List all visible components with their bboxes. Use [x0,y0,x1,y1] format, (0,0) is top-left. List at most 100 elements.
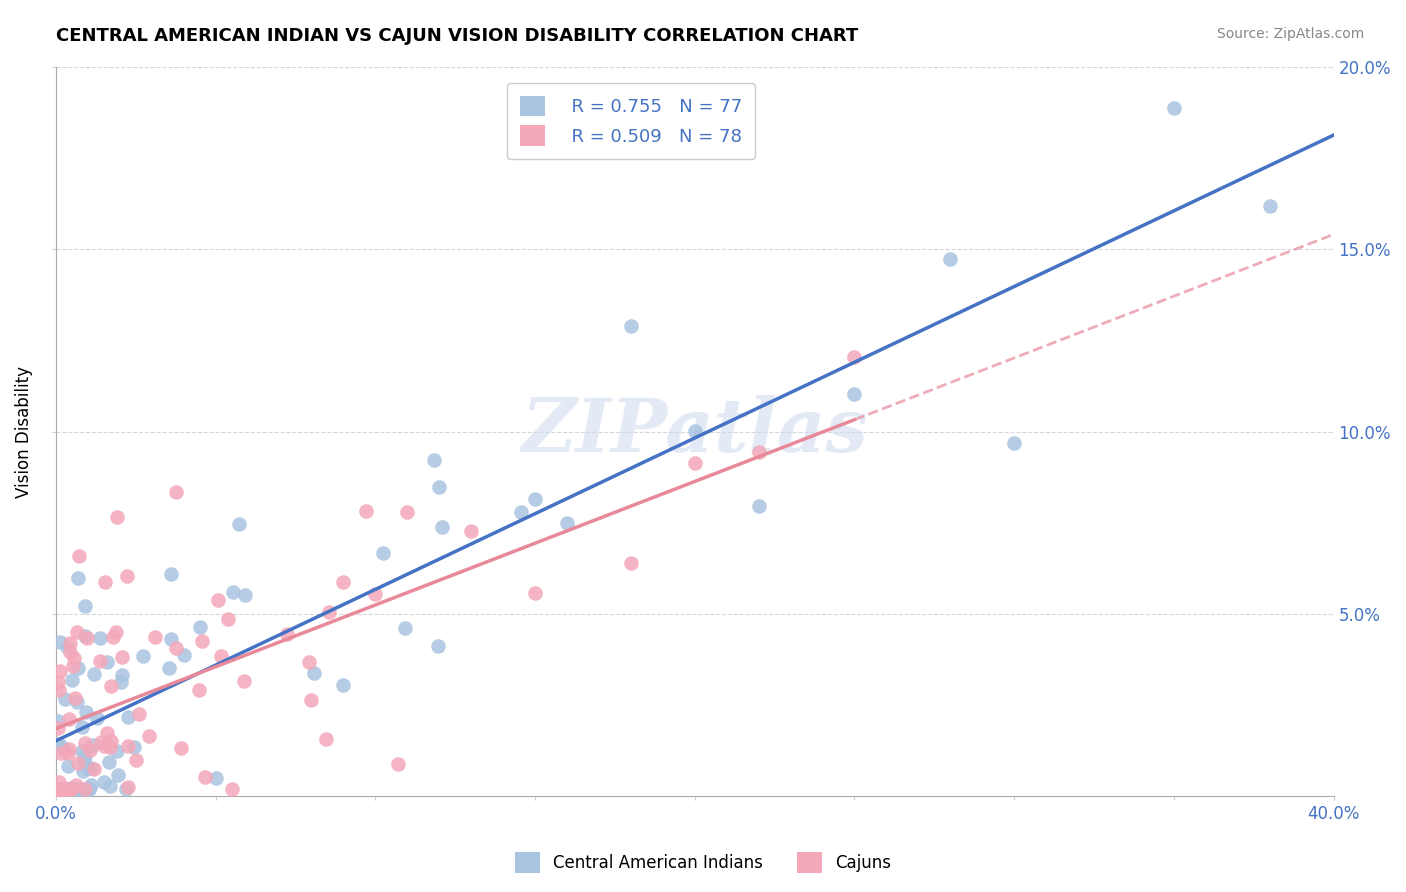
Point [93,775,115,789]
Point [96,656,118,670]
Legend:   R = 0.755   N = 77,   R = 0.509   N = 78: R = 0.755 N = 77, R = 0.509 N = 78 [508,83,755,159]
Point [93,739,115,753]
Point [72,754,94,768]
Point [48,782,70,797]
Point [555,516,578,530]
Point [122,740,145,755]
Point [70,720,93,734]
Point [387,757,409,772]
Point [304,665,326,680]
Point [159,661,181,675]
Point [1258,199,1281,213]
Point [67,782,90,797]
Point [62,658,84,673]
Point [52,782,75,797]
Point [76,631,98,645]
Point [66,695,89,709]
Point [80,778,103,792]
Point [111,668,134,682]
Point [205,771,228,785]
Point [160,566,183,581]
Text: Source: ZipAtlas.com: Source: ZipAtlas.com [1216,27,1364,41]
Point [97,755,120,769]
Point [76,782,98,797]
Point [143,630,166,644]
Point [165,640,187,655]
Point [364,586,387,600]
Point [56,640,79,655]
Point [217,612,239,626]
Point [80,761,103,775]
Point [60,781,83,796]
Point [48,634,70,648]
Point [683,456,706,470]
Point [86,711,108,725]
Point [70,782,93,797]
Point [301,693,323,707]
Point [207,592,229,607]
Point [115,782,138,797]
Point [89,631,111,645]
Text: ZIPatlas: ZIPatlas [522,395,869,467]
Point [83,666,105,681]
Point [67,549,90,563]
Point [46,782,69,797]
Point [89,655,111,669]
Point [620,318,643,333]
Point [110,674,132,689]
Point [165,485,187,500]
Point [75,749,97,764]
Point [115,569,138,583]
Point [233,588,256,602]
Point [63,782,86,797]
Point [939,252,962,266]
Point [48,664,70,678]
Point [844,387,866,401]
Legend: Central American Indians, Cajuns: Central American Indians, Cajuns [509,846,897,880]
Point [117,739,139,753]
Point [100,734,122,748]
Point [138,729,160,743]
Point [427,480,450,494]
Point [524,491,547,506]
Point [46,782,69,797]
Point [48,682,70,697]
Point [63,651,86,665]
Point [160,632,183,646]
Point [67,756,90,770]
Point [77,782,100,797]
Point [173,648,195,662]
Point [100,779,122,793]
Point [427,639,450,653]
Point [59,635,82,649]
Point [111,649,134,664]
Point [233,674,256,689]
Point [55,691,77,706]
Point [1002,435,1025,450]
Point [66,661,89,675]
Point [52,781,75,796]
Point [125,753,148,767]
Point [620,556,643,570]
Point [46,782,69,797]
Point [354,504,377,518]
Point [59,782,82,797]
Point [194,770,217,784]
Point [221,782,243,797]
Point [683,424,706,438]
Point [371,546,394,560]
Point [1163,101,1185,115]
Point [58,712,80,726]
Point [63,690,86,705]
Point [60,673,83,687]
Point [396,505,419,519]
Text: CENTRAL AMERICAN INDIAN VS CAJUN VISION DISABILITY CORRELATION CHART: CENTRAL AMERICAN INDIAN VS CAJUN VISION … [56,27,859,45]
Point [104,624,127,639]
Point [58,645,80,659]
Point [276,627,298,641]
Point [60,782,83,797]
Point [82,739,104,753]
Point [107,768,129,782]
Point [101,630,124,644]
Point [100,679,122,693]
